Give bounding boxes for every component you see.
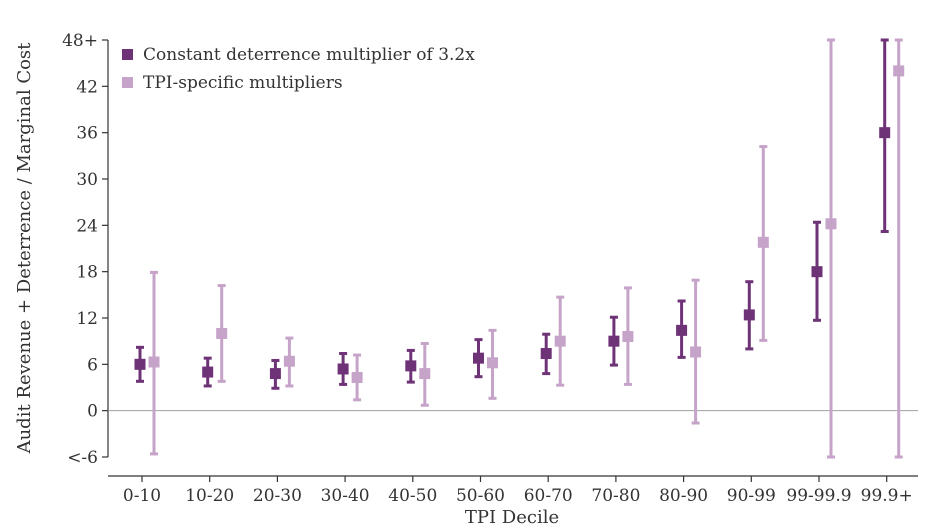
data-point (405, 360, 417, 372)
data-point (690, 346, 702, 358)
plot-marks (134, 38, 905, 459)
series-1 (134, 38, 891, 390)
data-point (825, 218, 837, 230)
data-point (879, 127, 891, 139)
data-point (202, 366, 214, 378)
data-point (487, 357, 498, 369)
x-axis-title: TPI Decile (465, 507, 559, 528)
legend: Constant deterrence multiplier of 3.2x TP… (122, 45, 475, 93)
y-tick-label: <-6 (67, 448, 98, 468)
x-tick-label: 99-99.9 (786, 486, 851, 506)
data-point (893, 65, 905, 77)
data-point (337, 363, 349, 375)
data-point (757, 236, 769, 248)
y-tick-label: 18 (76, 263, 98, 283)
axes: <-6 0 6 12 18 24 30 36 42 48+ 0-10 10-20 20-30 30-40 4… (62, 31, 918, 506)
data-point (283, 355, 295, 367)
legend-label: Constant deterrence multiplier of 3.2x (143, 45, 475, 65)
data-point (269, 368, 281, 380)
legend-swatch (122, 77, 133, 88)
series-2 (148, 38, 905, 459)
y-tick-label: 30 (76, 170, 98, 190)
y-tick-label: 0 (87, 402, 98, 422)
data-point (148, 356, 160, 368)
x-tick-label: 50-60 (456, 486, 505, 506)
y-tick-label: 36 (76, 124, 98, 144)
data-point (608, 335, 620, 347)
data-point (540, 348, 552, 360)
legend-label: TPI-specific multipliers (143, 73, 343, 93)
data-point (622, 331, 634, 343)
y-tick-label: 24 (76, 216, 98, 236)
x-tick-label: 70-80 (591, 486, 640, 506)
x-tick-label: 90-99 (727, 486, 776, 506)
data-point (216, 327, 228, 339)
x-tick-label: 99.9+ (861, 486, 913, 506)
x-tick-label: 40-50 (388, 486, 437, 506)
x-tick-label: 0-10 (123, 486, 161, 506)
x-tick-label: 20-30 (253, 486, 302, 506)
data-point (473, 352, 484, 364)
y-tick-label: 42 (76, 77, 98, 97)
data-point (743, 309, 755, 321)
x-tick-label: 80-90 (659, 486, 708, 506)
data-point (351, 371, 363, 383)
y-tick-label: 48+ (62, 31, 98, 51)
legend-swatch (122, 49, 133, 60)
x-tick-label: 10-20 (185, 486, 234, 506)
data-point (134, 358, 146, 370)
y-tick-label: 12 (76, 309, 98, 329)
y-tick-label: 6 (87, 355, 98, 375)
y-axis-title: Audit Revenue + Deterrence / Marginal Co… (14, 42, 35, 455)
data-point (811, 266, 823, 278)
x-tick-label: 60-70 (524, 486, 573, 506)
data-point (554, 335, 566, 347)
data-point (676, 324, 688, 336)
data-point (419, 368, 431, 380)
x-tick-label: 30-40 (321, 486, 370, 506)
